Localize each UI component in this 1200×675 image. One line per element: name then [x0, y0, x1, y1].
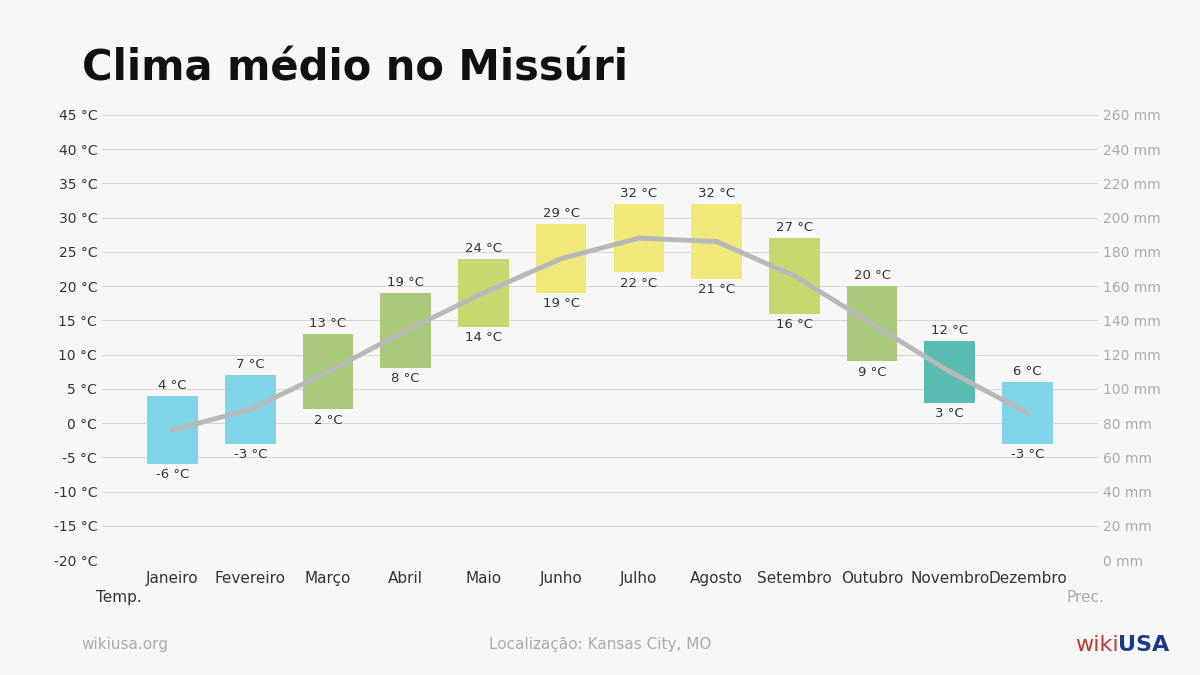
Text: 19 °C: 19 °C: [542, 297, 580, 310]
Text: 2 °C: 2 °C: [313, 414, 342, 427]
Bar: [224, 375, 276, 443]
Text: 20 °C: 20 °C: [853, 269, 890, 282]
Text: Localização: Kansas City, MO: Localização: Kansas City, MO: [488, 637, 712, 652]
Bar: [148, 396, 198, 464]
Bar: [924, 341, 976, 402]
Text: 21 °C: 21 °C: [698, 284, 736, 296]
Text: USA: USA: [1118, 634, 1170, 655]
Text: Temp.: Temp.: [96, 590, 142, 605]
Text: 22 °C: 22 °C: [620, 277, 658, 290]
Text: 6 °C: 6 °C: [1013, 365, 1042, 378]
Text: 3 °C: 3 °C: [936, 407, 964, 420]
Bar: [536, 224, 587, 293]
Text: wiki: wiki: [1075, 634, 1118, 655]
Text: 4 °C: 4 °C: [158, 379, 187, 391]
Text: 16 °C: 16 °C: [776, 318, 812, 331]
Bar: [1002, 382, 1052, 443]
Text: Prec.: Prec.: [1066, 590, 1104, 605]
Text: 32 °C: 32 °C: [620, 187, 658, 200]
Text: 12 °C: 12 °C: [931, 324, 968, 337]
Text: Clima médio no Missúri: Clima médio no Missúri: [82, 47, 628, 89]
Text: 32 °C: 32 °C: [698, 187, 736, 200]
Bar: [847, 286, 898, 362]
Text: 8 °C: 8 °C: [391, 373, 420, 385]
Text: 24 °C: 24 °C: [464, 242, 502, 254]
Text: -3 °C: -3 °C: [234, 448, 266, 461]
Bar: [613, 204, 664, 273]
Bar: [302, 334, 353, 410]
Bar: [769, 238, 820, 313]
Text: wikiusa.org: wikiusa.org: [82, 637, 169, 652]
Bar: [691, 204, 742, 279]
Text: 14 °C: 14 °C: [464, 331, 502, 344]
Bar: [380, 293, 431, 369]
Text: -3 °C: -3 °C: [1010, 448, 1044, 461]
Text: 13 °C: 13 °C: [310, 317, 347, 330]
Text: 9 °C: 9 °C: [858, 366, 887, 379]
Text: 19 °C: 19 °C: [388, 276, 424, 289]
Text: 29 °C: 29 °C: [542, 207, 580, 220]
Text: 27 °C: 27 °C: [775, 221, 812, 234]
Text: 7 °C: 7 °C: [236, 358, 264, 371]
Text: -6 °C: -6 °C: [156, 468, 190, 481]
Bar: [458, 259, 509, 327]
